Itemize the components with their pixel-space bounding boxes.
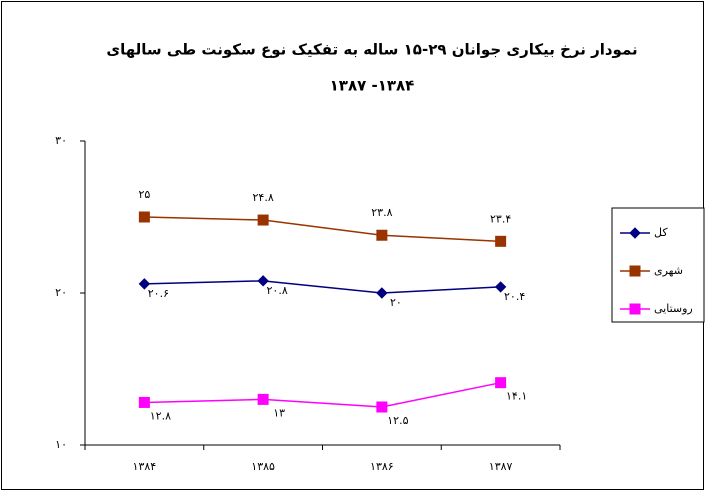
data-label: ۲۳.۸ bbox=[371, 206, 392, 219]
x-tick-label: ۱۳۸۷ bbox=[489, 460, 513, 473]
y-tick-label: ۲۰ bbox=[55, 286, 67, 299]
y-tick-label: ۱۰ bbox=[55, 438, 67, 451]
legend-marker bbox=[629, 227, 641, 239]
x-tick-label: ۱۳۸۵ bbox=[251, 460, 275, 473]
data-point bbox=[376, 229, 388, 241]
chart-title: نمودار نرخ بیکاری جوانان ۲۹-۱۵ ساله به ت… bbox=[106, 41, 637, 59]
data-label: ۲۵ bbox=[138, 188, 150, 201]
data-point bbox=[138, 278, 151, 290]
data-point bbox=[257, 214, 269, 226]
data-point bbox=[376, 287, 388, 299]
data-label: ۲۰.۶ bbox=[148, 287, 169, 300]
series-line bbox=[144, 280, 501, 294]
legend-marker bbox=[629, 303, 641, 315]
data-point bbox=[138, 211, 150, 223]
series-line bbox=[144, 216, 501, 243]
data-point bbox=[257, 275, 269, 287]
x-tick-label: ۱۳۸۶ bbox=[370, 460, 394, 473]
x-tick-label: ۱۳۸۴ bbox=[133, 460, 157, 473]
data-label: ۱۲.۵ bbox=[387, 414, 408, 427]
data-label: ۱۴.۱ bbox=[506, 390, 527, 403]
data-point bbox=[257, 393, 269, 405]
chart-title: ۱۳۸۴- ۱۳۸۷ bbox=[330, 77, 415, 95]
data-label: ۲۰.۴ bbox=[504, 290, 525, 303]
data-label: ۱۲.۸ bbox=[150, 409, 171, 422]
data-label: ۲۰ bbox=[390, 296, 402, 309]
legend-box bbox=[611, 207, 705, 323]
data-label: ۲۳.۴ bbox=[490, 212, 511, 225]
data-point bbox=[495, 235, 507, 247]
data-label: ۲۴.۸ bbox=[253, 191, 274, 204]
legend-label: روستایی bbox=[654, 302, 693, 315]
data-point bbox=[495, 377, 507, 389]
data-point bbox=[138, 396, 150, 408]
series-line bbox=[144, 381, 501, 408]
data-point bbox=[376, 401, 388, 413]
legend-marker bbox=[629, 265, 641, 277]
data-label: ۲۰.۸ bbox=[267, 284, 288, 297]
legend-label: شهری bbox=[654, 264, 683, 277]
y-tick-label: ۳۰ bbox=[55, 134, 67, 147]
data-point bbox=[494, 281, 507, 293]
legend-label: کل bbox=[654, 226, 668, 239]
data-label: ۱۳ bbox=[273, 406, 285, 419]
